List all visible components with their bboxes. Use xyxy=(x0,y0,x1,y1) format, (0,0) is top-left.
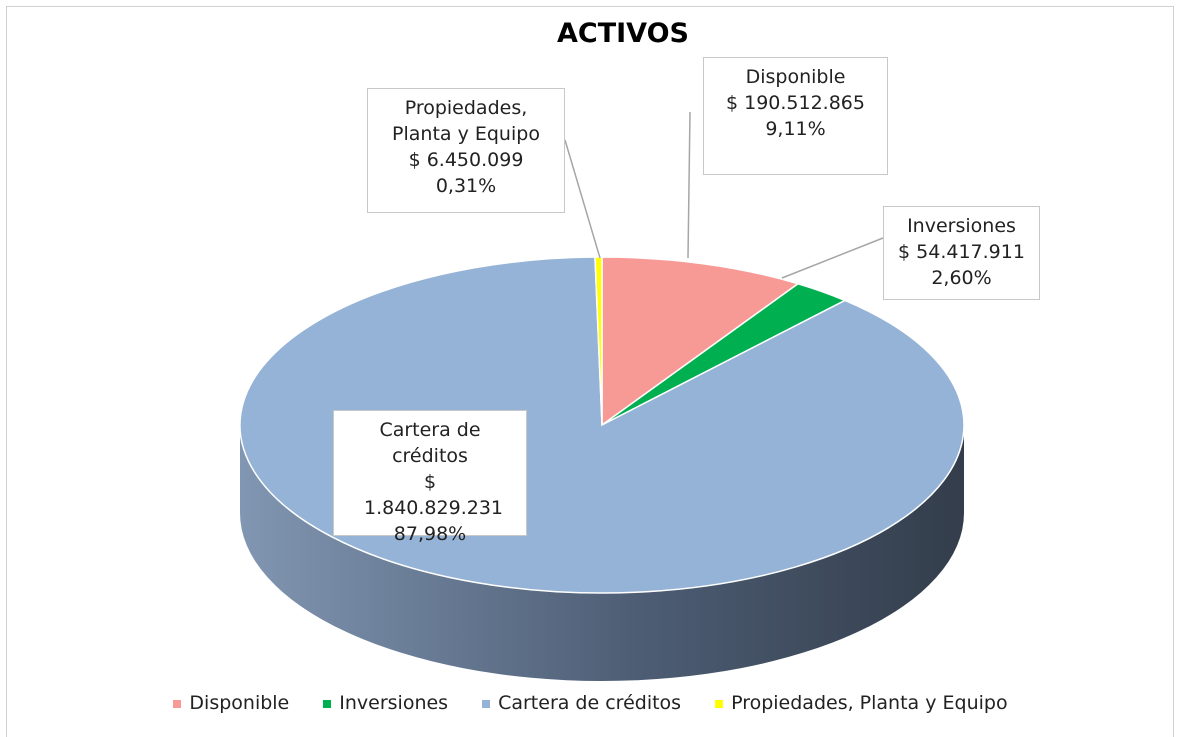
label-category: Cartera de créditos xyxy=(379,419,481,467)
legend-item: Inversiones xyxy=(323,692,448,714)
legend-item: Disponible xyxy=(173,692,289,714)
pie-side xyxy=(240,425,964,681)
legend-label: Propiedades, Planta y Equipo xyxy=(731,692,1008,714)
legend-item: Propiedades, Planta y Equipo xyxy=(715,692,1008,714)
label-percent: 9,11% xyxy=(765,118,826,140)
data-label: Inversiones $ 54.417.911 2,60% xyxy=(883,206,1040,300)
legend: Disponible Inversiones Cartera de créditos… xyxy=(0,692,1181,714)
label-value: $ 54.417.911 xyxy=(898,241,1025,263)
label-category: Disponible xyxy=(745,66,846,88)
leader-line xyxy=(781,237,884,279)
label-percent: 87,98% xyxy=(393,523,467,545)
pie-slice xyxy=(601,256,800,427)
legend-label: Disponible xyxy=(189,692,290,714)
leader-line xyxy=(687,111,691,259)
label-category: Propiedades, Planta y Equipo xyxy=(392,97,540,145)
legend-swatch xyxy=(715,699,724,708)
label-value: $ 1.840.829.231 xyxy=(364,471,504,519)
legend-item: Cartera de créditos xyxy=(482,692,681,714)
leader-line xyxy=(564,139,601,259)
legend-label: Cartera de créditos xyxy=(498,692,682,714)
data-label: Cartera de créditos $ 1.840.829.231 87,98% xyxy=(333,410,527,545)
legend-swatch xyxy=(173,699,182,708)
data-label: Propiedades, Planta y Equipo $ 6.450.099 0… xyxy=(367,88,565,213)
label-category: Inversiones xyxy=(907,215,1016,237)
label-value: $ 190.512.865 xyxy=(725,92,865,114)
label-percent: 0,31% xyxy=(435,175,497,197)
legend-swatch xyxy=(482,699,491,708)
legend-label: Inversiones xyxy=(339,692,449,714)
legend-swatch xyxy=(323,699,332,708)
chart-border xyxy=(6,6,1174,737)
chart-title: ACTIVOS xyxy=(557,18,689,49)
label-percent: 2,60% xyxy=(931,267,992,289)
label-value: $ 6.450.099 xyxy=(408,149,524,171)
pie-slice xyxy=(594,256,603,426)
data-label: Disponible $ 190.512.865 9,11% xyxy=(703,57,888,175)
